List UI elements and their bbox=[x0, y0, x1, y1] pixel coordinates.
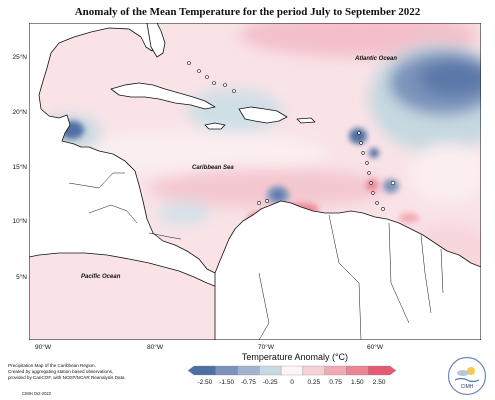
map-title: Anomaly of the Mean Temperature for the … bbox=[74, 6, 421, 18]
lon-tick-label: 70°W bbox=[258, 343, 275, 351]
lat-tick-label: 20°N bbox=[12, 108, 27, 116]
lat-tick-label: 10°N bbox=[12, 217, 27, 225]
footnote-line: provided by CariCOF, with NCEP/NCAR Rean… bbox=[8, 374, 126, 380]
legend-value-label: 0.75 bbox=[329, 379, 342, 386]
legend-swatch bbox=[215, 365, 238, 376]
legend-swatch bbox=[302, 365, 325, 376]
credit-text: CIMH Oct-2022 bbox=[22, 391, 52, 396]
land-masses bbox=[29, 23, 481, 340]
legend-value-label: 0.25 bbox=[307, 379, 320, 386]
legend-value-label: -0.25 bbox=[263, 379, 278, 386]
legend-swatch bbox=[324, 365, 347, 376]
lon-tick-label: 80°W bbox=[147, 343, 164, 351]
legend-swatch bbox=[187, 365, 216, 376]
color-legend: -2.50 -1.50 -0.75 -0.25 0 0.25 0.75 1.50 2.50 bbox=[187, 365, 397, 386]
logo-text: CIMH bbox=[461, 384, 474, 390]
legend-swatch bbox=[346, 365, 369, 376]
legend-title: Temperature Anomaly (°C) bbox=[241, 352, 349, 362]
atlantic-ocean-label: Atlantic Ocean bbox=[354, 56, 397, 62]
lon-tick-label: 60°W bbox=[367, 343, 384, 351]
latitude-axis: 25°N 20°N 15°N 10°N 5°N bbox=[12, 53, 27, 281]
legend-value-label: 1.50 bbox=[351, 379, 364, 386]
small-islands bbox=[187, 61, 396, 211]
pacific-ocean-label: Pacific Ocean bbox=[81, 274, 121, 280]
longitude-axis: 90°W 80°W 70°W 60°W bbox=[35, 343, 384, 351]
legend-swatch bbox=[237, 365, 260, 376]
lon-tick-label: 90°W bbox=[35, 343, 52, 351]
caribbean-sea-label: Caribbean Sea bbox=[192, 165, 234, 171]
legend-value-label: 2.50 bbox=[373, 379, 386, 386]
legend-swatch bbox=[259, 365, 282, 376]
lat-tick-label: 15°N bbox=[12, 163, 27, 171]
lat-tick-label: 25°N bbox=[12, 53, 27, 61]
legend-value-label: -1.50 bbox=[219, 379, 234, 386]
map-footnote: Precipitation Map of the Caribbean Regio… bbox=[8, 363, 188, 380]
country-borders bbox=[68, 172, 444, 340]
cimh-logo: CIMH bbox=[447, 356, 487, 396]
legend-swatch bbox=[280, 365, 304, 376]
legend-value-label: -0.75 bbox=[241, 379, 256, 386]
legend-value-label: 0 bbox=[290, 379, 294, 386]
lat-tick-label: 5°N bbox=[16, 273, 27, 281]
legend-swatch bbox=[368, 365, 397, 376]
legend-value-label: -2.50 bbox=[197, 379, 212, 386]
footnote-line: Created by aggregating station based obs… bbox=[8, 368, 114, 374]
temperature-anomaly-map: Atlantic Ocean Caribbean Sea Pacific Oce… bbox=[29, 23, 481, 340]
footnote-line: Precipitation Map of the Caribbean Regio… bbox=[8, 363, 96, 368]
